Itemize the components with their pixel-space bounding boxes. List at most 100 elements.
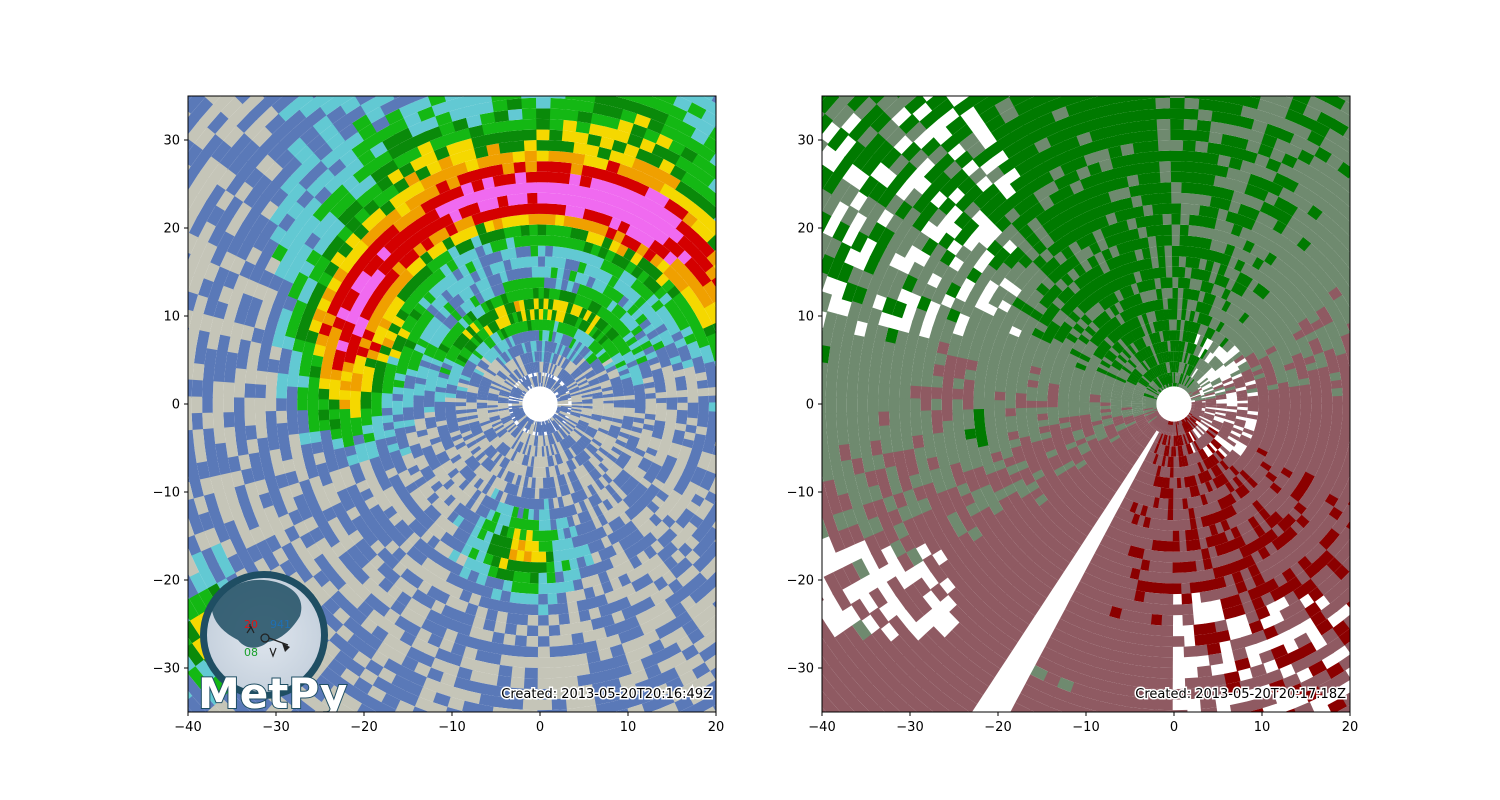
radar-gate bbox=[414, 383, 426, 391]
radar-gate bbox=[1144, 411, 1155, 417]
radar-gate bbox=[440, 531, 454, 546]
radar-gate bbox=[506, 559, 517, 572]
radar-gate bbox=[546, 423, 552, 434]
radar-gate bbox=[1157, 433, 1164, 444]
radar-gate bbox=[530, 319, 536, 331]
radar-gate bbox=[645, 392, 656, 399]
radar-gate bbox=[1089, 406, 1101, 411]
radar-gate bbox=[1125, 380, 1136, 388]
radar-gate bbox=[475, 606, 489, 620]
radar-gate bbox=[1163, 373, 1168, 385]
radar-gate bbox=[615, 438, 627, 448]
radar-gate bbox=[440, 338, 453, 350]
radar-gate bbox=[526, 192, 538, 204]
radar-gate bbox=[1219, 459, 1230, 471]
radar-gate bbox=[572, 142, 587, 155]
radar-gate bbox=[467, 417, 479, 424]
radar-gate bbox=[188, 309, 194, 330]
radar-gate bbox=[1157, 422, 1165, 432]
radar-gate bbox=[439, 77, 459, 92]
radar-gate bbox=[340, 370, 353, 383]
radar-gate bbox=[1089, 402, 1101, 407]
radar-gate bbox=[569, 388, 580, 394]
radar-gate bbox=[1173, 351, 1176, 362]
radar-gate bbox=[645, 403, 657, 409]
radar-gate bbox=[507, 247, 517, 260]
radar-gate bbox=[442, 302, 456, 315]
radar-gate bbox=[505, 460, 514, 471]
radar-gate bbox=[268, 488, 284, 507]
radar-gate bbox=[463, 343, 475, 354]
radar-gate bbox=[524, 444, 530, 456]
radar-gate bbox=[721, 252, 737, 268]
radar-gate bbox=[548, 330, 554, 342]
radar-gate bbox=[1129, 426, 1140, 435]
radar-gate bbox=[341, 694, 364, 712]
radar-gate bbox=[555, 411, 566, 417]
radar-gate bbox=[638, 137, 656, 154]
radar-gate bbox=[287, 374, 299, 389]
radar-gate bbox=[1117, 427, 1128, 435]
radar-gate bbox=[188, 254, 201, 276]
radar-gate bbox=[556, 332, 564, 344]
radar-gate bbox=[479, 439, 490, 449]
radar-gate bbox=[503, 633, 517, 646]
radar-gate bbox=[545, 362, 550, 374]
radar-gate bbox=[294, 699, 317, 712]
radar-gate bbox=[238, 498, 255, 518]
radar-gate bbox=[521, 454, 528, 466]
radar-gate bbox=[534, 108, 551, 120]
radar-gate bbox=[1169, 435, 1173, 447]
radar-gate bbox=[677, 402, 688, 411]
radar-gate bbox=[381, 393, 393, 402]
radar-gate bbox=[669, 489, 683, 503]
radar-gate bbox=[286, 398, 298, 412]
radar-gate bbox=[309, 431, 322, 445]
radar-gate bbox=[1234, 418, 1246, 425]
radar-gate bbox=[537, 435, 540, 447]
radar-gate bbox=[478, 454, 489, 465]
radar-gate bbox=[499, 413, 511, 420]
radar-gate bbox=[319, 429, 332, 443]
radar-gate bbox=[462, 700, 481, 712]
radar-gate bbox=[188, 272, 194, 292]
radar-gate bbox=[1163, 423, 1168, 435]
radar-gate bbox=[652, 648, 671, 664]
radar-gate bbox=[586, 288, 597, 301]
radar-gate bbox=[558, 246, 569, 259]
radar-gate bbox=[418, 687, 438, 703]
radar-gate bbox=[461, 329, 474, 341]
radar-gate bbox=[325, 615, 345, 634]
radar-gate bbox=[529, 445, 534, 457]
radar-gate bbox=[1154, 432, 1161, 443]
radar-gate bbox=[1114, 341, 1125, 352]
radar-gate bbox=[287, 283, 303, 301]
radar-gate bbox=[1176, 309, 1182, 320]
radar-gate bbox=[544, 435, 548, 446]
radar-gate bbox=[416, 338, 429, 349]
radar-gate bbox=[1199, 362, 1209, 372]
radar-gate bbox=[1145, 334, 1153, 346]
radar-gate bbox=[242, 188, 262, 210]
radar-gate bbox=[622, 495, 635, 508]
radar-gate bbox=[243, 310, 259, 329]
radar-gate bbox=[709, 482, 716, 495]
radar-gate bbox=[479, 327, 490, 339]
radar-gate bbox=[542, 330, 547, 341]
radar-gate bbox=[230, 322, 245, 341]
radar-gate bbox=[1195, 346, 1203, 357]
radar-gate bbox=[722, 236, 738, 253]
radar-gate bbox=[603, 400, 614, 404]
radar-gate bbox=[587, 355, 598, 365]
radar-gate bbox=[1208, 355, 1218, 366]
radar-gate bbox=[721, 523, 736, 539]
radar-gate bbox=[528, 593, 540, 605]
radar-gate bbox=[285, 470, 300, 487]
radar-gate bbox=[659, 123, 678, 140]
radar-gate bbox=[270, 244, 288, 263]
radar-gate bbox=[511, 666, 527, 679]
radar-gate bbox=[550, 519, 558, 531]
radar-gate bbox=[485, 143, 501, 157]
radar-gate bbox=[621, 350, 634, 361]
radar-gate bbox=[1111, 390, 1123, 396]
